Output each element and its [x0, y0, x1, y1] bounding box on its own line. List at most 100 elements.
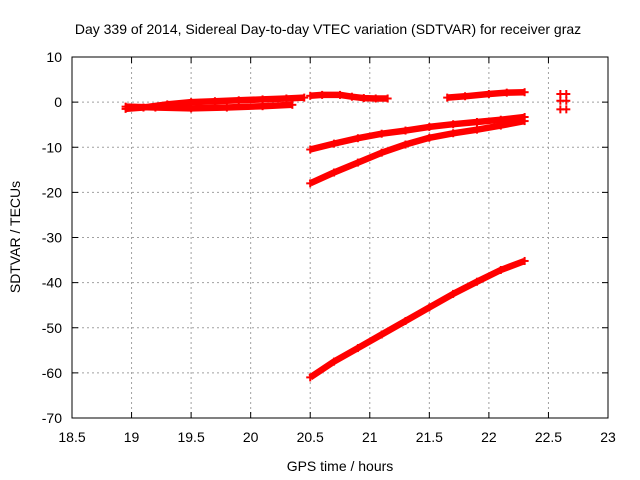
x-tick-label: 21.5 [416, 429, 443, 445]
data-point [401, 140, 410, 149]
data-point [151, 103, 160, 112]
y-tick-label: -40 [42, 275, 62, 291]
series-line [308, 257, 526, 381]
series-line [125, 101, 293, 112]
data-point [330, 357, 339, 366]
data-point [401, 316, 410, 325]
x-tick-label: 20.5 [297, 429, 324, 445]
series-line [309, 113, 525, 153]
series-points [306, 256, 529, 382]
series-3 [306, 90, 392, 103]
data-point [371, 94, 380, 103]
data-point [562, 96, 571, 105]
x-tick-label: 21 [362, 429, 378, 445]
x-axis-label: GPS time / hours [287, 458, 394, 474]
data-point [472, 117, 481, 126]
data-point [443, 93, 452, 102]
y-tick-label: -10 [42, 139, 62, 155]
series-points [443, 88, 529, 102]
ticks [71, 56, 609, 419]
x-tick-labels: 18.5 19 19.5 20 20.5 21 21.5 22 22.5 23 [58, 429, 616, 445]
data-point [377, 129, 386, 138]
data-point [306, 373, 315, 382]
grid [72, 57, 608, 418]
data-point [282, 94, 291, 103]
y-tick-label: 0 [54, 94, 62, 110]
series-points [306, 90, 392, 103]
chart-title: Day 339 of 2014, Sidereal Day-to-day VTE… [75, 21, 581, 37]
data-point [353, 134, 362, 143]
data-point [449, 289, 458, 298]
data-point [187, 104, 196, 113]
series-2 [121, 100, 297, 113]
x-tick-label: 22.5 [535, 429, 562, 445]
data-point [222, 103, 231, 112]
y-tick-label: -70 [42, 410, 62, 426]
data-point [353, 158, 362, 167]
series-5 [556, 90, 571, 114]
series-6 [306, 113, 529, 154]
series-points [306, 113, 529, 154]
data-point [336, 90, 344, 99]
data-point [496, 265, 505, 274]
data-point [520, 256, 529, 265]
x-tick-label: 19 [124, 429, 140, 445]
data-point [562, 105, 571, 114]
data-point [425, 122, 434, 131]
data-point [300, 93, 309, 102]
y-tick-label: -30 [42, 230, 62, 246]
data-point [401, 126, 410, 135]
data-point [288, 100, 297, 109]
data-point [330, 139, 339, 148]
series-layer [121, 88, 571, 382]
data-point [461, 92, 470, 101]
data-point [306, 179, 315, 188]
y-tick-label: -50 [42, 320, 62, 336]
y-tick-label: 10 [46, 49, 62, 65]
data-point [502, 88, 511, 97]
y-axis-label: SDTVAR / TECUs [7, 181, 23, 293]
data-point [425, 133, 434, 142]
series-points [121, 100, 297, 113]
data-point [562, 90, 571, 99]
data-point [449, 120, 458, 129]
data-point [258, 95, 267, 104]
data-point [377, 148, 386, 157]
x-tick-label: 22 [481, 429, 497, 445]
data-point [383, 94, 392, 103]
series-points [556, 90, 571, 114]
data-point [520, 117, 529, 126]
x-tick-label: 20 [243, 429, 259, 445]
data-point [234, 96, 243, 105]
data-point [258, 102, 267, 111]
data-point [377, 330, 386, 339]
data-point [472, 277, 481, 286]
series-4 [443, 88, 529, 102]
series-line [308, 117, 526, 187]
series-8 [306, 256, 529, 382]
series-7 [306, 117, 529, 188]
y-tick-label: -20 [42, 184, 62, 200]
data-point [449, 129, 458, 138]
y-tick-labels: -70 -60 -50 -40 -30 -20 -10 0 10 [42, 49, 62, 426]
x-tick-label: 23 [600, 429, 616, 445]
data-point [425, 303, 434, 312]
data-point [353, 344, 362, 353]
data-point [496, 121, 505, 130]
data-point [306, 145, 315, 154]
data-point [306, 91, 315, 100]
data-point [330, 168, 339, 177]
data-point [210, 97, 219, 106]
x-tick-label: 18.5 [58, 429, 85, 445]
data-point [121, 102, 130, 111]
y-tick-label: -60 [42, 365, 62, 381]
series-points [306, 117, 529, 188]
data-point [472, 125, 481, 134]
data-point [359, 94, 368, 103]
data-point [484, 90, 493, 99]
x-tick-label: 19.5 [177, 429, 204, 445]
data-point [318, 90, 327, 99]
data-point [520, 88, 529, 97]
data-point [347, 92, 356, 101]
